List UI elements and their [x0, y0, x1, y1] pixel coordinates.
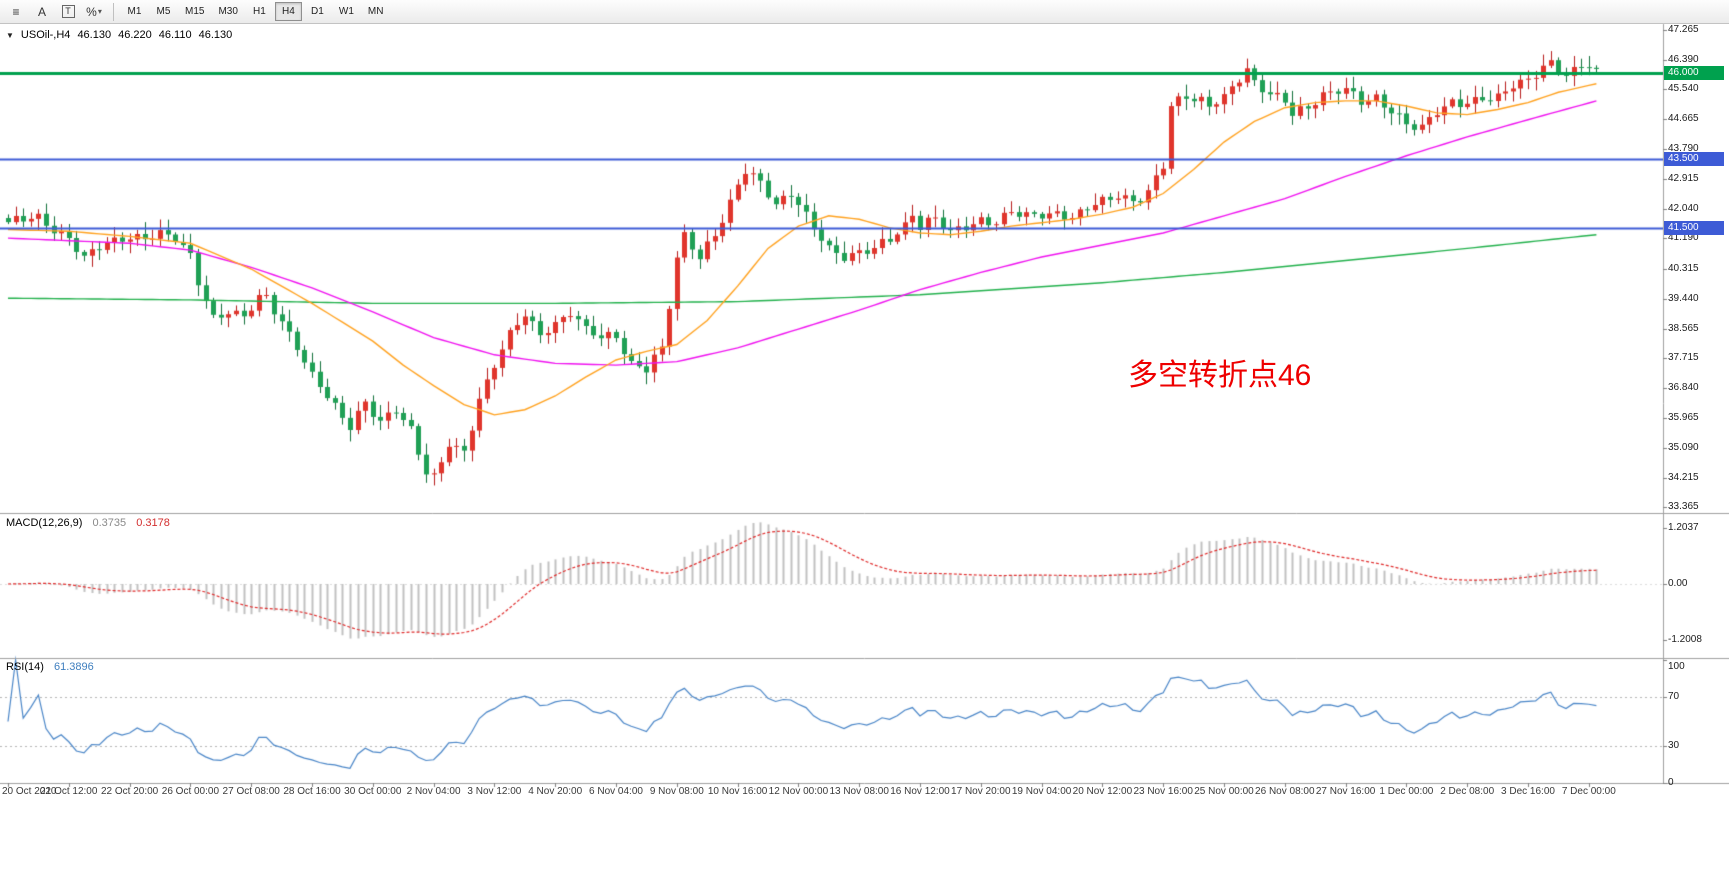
price-tick-label: 39.440	[1668, 292, 1699, 304]
toolbar-separator	[113, 2, 114, 21]
quote-close: 46.130	[198, 29, 233, 41]
time-tick-label: 2 Nov 04:00	[406, 786, 461, 797]
macd-label: MACD(12,26,9) 0.3735 0.3178	[6, 517, 170, 529]
toolbar: ≡ A T% ▾ M1 M5 M15 M30 H1 H4 D1 W1 MN	[0, 0, 1729, 24]
fibonacci-tool-button[interactable]: % ▾	[82, 2, 106, 22]
quote-open: 46.130	[77, 29, 112, 41]
rsi-tick-label: 30	[1668, 740, 1680, 752]
timeframe-m5-button[interactable]: M5	[156, 6, 171, 17]
time-tick-label: 30 Oct 00:00	[344, 786, 402, 797]
price-tick-label: 40.315	[1668, 262, 1699, 274]
time-tick-label: 23 Nov 16:00	[1133, 786, 1193, 797]
caret-down-icon: ▾	[97, 7, 102, 16]
macd-panel-separator[interactable]	[0, 510, 1729, 517]
rsi-panel-separator[interactable]	[0, 655, 1729, 662]
rsi-name: RSI(14)	[6, 661, 44, 673]
time-tick-label: 3 Dec 16:00	[1501, 786, 1555, 797]
price-tick-label: 38.565	[1668, 322, 1699, 334]
time-tick-label: 20 Oct 2020	[2, 786, 57, 797]
time-tick-label: 4 Nov 20:00	[528, 786, 583, 797]
quote-high: 46.220	[118, 29, 152, 41]
price-badge-46.000: 46.000	[1664, 66, 1724, 81]
price-tick-label: 47.265	[1668, 24, 1699, 35]
text-tool-button[interactable]: A	[30, 2, 54, 22]
price-tick-label: 36.840	[1668, 381, 1699, 393]
time-tick-label: 25 Nov 00:00	[1194, 786, 1254, 797]
timeframe-mn-button[interactable]: MN	[367, 6, 384, 17]
rsi-tick-label: 0	[1668, 777, 1674, 788]
macd-tick-label: -1.2008	[1668, 634, 1702, 646]
time-tick-label: 12 Nov 00:00	[768, 786, 829, 797]
quote-low: 46.110	[158, 29, 192, 41]
timeframe-h1-button[interactable]: H1	[253, 6, 266, 17]
chart-text-annotation[interactable]: 多空转折点46	[1128, 359, 1312, 392]
macd-tick-label: 0.00	[1668, 578, 1688, 589]
quote-bar: ▼ USOil-,H4 46.130 46.220 46.110 46.130	[6, 29, 232, 41]
price-tick-label: 41.190	[1668, 232, 1699, 244]
fibonacci-tool-icon: %	[86, 4, 97, 19]
time-tick-label: 28 Oct 16:00	[283, 786, 341, 797]
text-tool-icon: A	[37, 4, 46, 19]
time-tick-label: 6 Nov 04:00	[589, 786, 643, 797]
timeframe-m30-button[interactable]: M30	[218, 6, 238, 17]
timeframe-d1-button[interactable]: D1	[311, 6, 324, 17]
time-tick-label: 3 Nov 12:00	[467, 786, 522, 797]
symbol-name: USOil-,H4	[20, 29, 71, 41]
time-tick-label: 26 Nov 08:00	[1255, 786, 1315, 797]
price-tick-label: 43.790	[1668, 143, 1699, 155]
price-tick-label: 35.965	[1668, 411, 1699, 423]
time-tick-label: 21 Oct 12:00	[40, 786, 98, 797]
price-tick-label: 46.390	[1668, 54, 1699, 66]
time-tick-label: 2 Dec 08:00	[1440, 786, 1495, 797]
time-tick-label: 26 Oct 00:00	[161, 786, 220, 797]
price-tick-label: 37.715	[1668, 351, 1699, 363]
time-tick-label: 19 Nov 04:00	[1011, 786, 1072, 797]
symbol-dropdown-icon[interactable]: ▼	[6, 30, 14, 40]
time-tick-label: 9 Nov 08:00	[649, 786, 704, 797]
timeframe-w1-button[interactable]: W1	[338, 6, 354, 17]
price-tick-label: 42.040	[1668, 203, 1699, 215]
price-badge-41.500: 41.500	[1664, 220, 1724, 235]
drawing-toolbar: ≡ A T% ▾	[4, 2, 106, 22]
macd-tick-label: 1.2037	[1668, 521, 1699, 533]
time-tick-label: 10 Nov 16:00	[707, 786, 768, 797]
timeframe-toolbar: M1 M5 M15 M30 H1 H4 D1 W1 MN	[121, 2, 389, 21]
label-tool-button[interactable]: T	[56, 2, 80, 22]
time-tick-label: 13 Nov 08:00	[829, 786, 889, 797]
price-tick-label: 42.915	[1668, 173, 1699, 185]
timeframe-m1-button[interactable]: M1	[127, 6, 142, 17]
rsi-value: 61.3896	[53, 661, 94, 673]
price-tick-label: 44.665	[1668, 113, 1699, 125]
time-tick-label: 7 Dec 00:00	[1561, 786, 1616, 797]
line-tools-icon: ≡	[12, 4, 20, 19]
time-tick-label: 16 Nov 12:00	[890, 786, 950, 797]
timeframe-m15-button[interactable]: M15	[185, 6, 205, 17]
label-tool-icon: T	[61, 5, 75, 18]
rsi-tick-label: 100	[1668, 661, 1685, 672]
timeframe-h4-button[interactable]: H4	[274, 2, 302, 21]
time-tick-label: 27 Nov 16:00	[1315, 786, 1376, 797]
time-tick-label: 20 Nov 12:00	[1072, 786, 1133, 797]
time-tick-label: 27 Oct 08:00	[222, 786, 280, 797]
macd-main-value: 0.3735	[92, 517, 127, 529]
price-tick-label: 34.215	[1668, 471, 1699, 483]
time-tick-label: 1 Dec 00:00	[1379, 786, 1434, 797]
macd-signal-value: 0.3178	[136, 517, 170, 529]
price-tick-label: 33.365	[1668, 500, 1699, 512]
rsi-label: RSI(14) 61.3896	[6, 661, 94, 673]
line-tools-button[interactable]: ≡	[4, 2, 28, 22]
macd-name: MACD(12,26,9)	[6, 517, 83, 529]
price-badge-43.500: 43.500	[1664, 152, 1724, 167]
price-tick-label: 35.090	[1668, 441, 1699, 453]
price-tick-label: 45.540	[1668, 83, 1699, 95]
rsi-tick-label: 70	[1668, 690, 1680, 702]
time-tick-label: 17 Nov 20:00	[951, 786, 1011, 797]
time-tick-label: 22 Oct 20:00	[100, 786, 159, 797]
